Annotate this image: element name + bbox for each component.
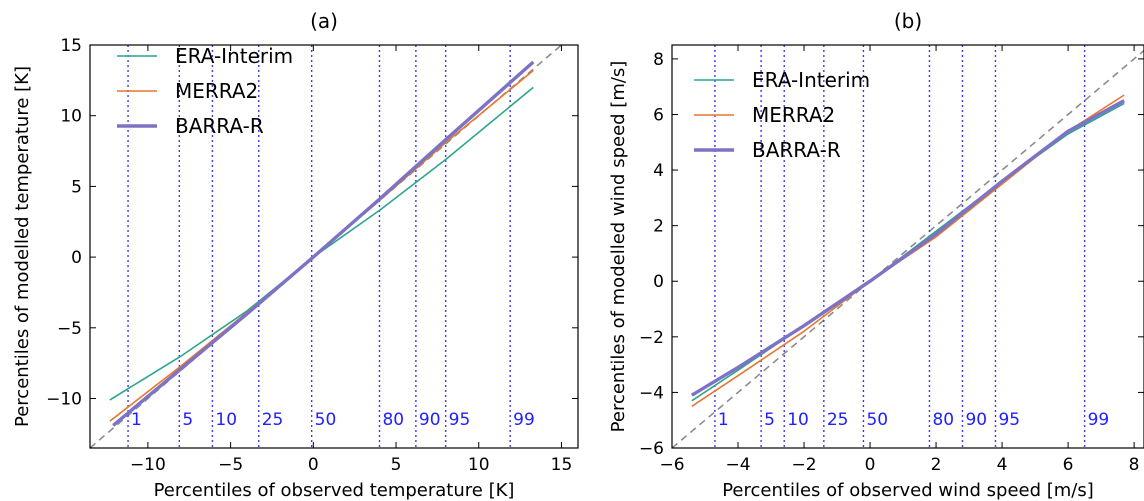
y-tick-label: 5 [71, 177, 82, 197]
x-tick-label: 8 [1129, 455, 1140, 475]
panel-a: (a)1 5 10 25 50 80 90 95 99−10 −5 0 5 10 15−10−505101… [12, 9, 579, 501]
x-tick-label: 10 [468, 455, 490, 475]
percentile-label: 1 [131, 410, 142, 430]
legend: ERA-Interim MERRA2 BARRA-R [117, 44, 293, 138]
plot-area [672, 45, 1144, 448]
percentile-label: 10 [215, 410, 237, 430]
y-tick-label: −4 [639, 383, 664, 403]
y-tick-label: −2 [639, 328, 664, 348]
y-tick-label: 10 [60, 107, 82, 127]
percentile-label: 1 [718, 410, 729, 430]
percentile-label: 5 [764, 410, 775, 430]
legend-label: ERA-Interim [752, 68, 870, 92]
axes-frame [89, 44, 579, 449]
y-tick-label: 6 [653, 105, 664, 125]
y-tick-label: 15 [60, 36, 82, 56]
percentile-label: 80 [382, 410, 404, 430]
y-tick-label: 4 [653, 161, 664, 181]
x-axis-label: Percentiles of observed temperature [K] [154, 480, 515, 501]
x-tick-label: 2 [931, 455, 942, 475]
panel-b: (b) 1 5 10 25 50 80 90 95 99 −6 −4 −2 0 2 4 6 8 −6 −4 −2 0 2 4 6… [608, 9, 1144, 501]
x-tick-label: −10 [130, 455, 166, 475]
y-tick-label: 0 [653, 272, 664, 292]
percentile-label: 99 [513, 410, 535, 430]
series-line-barra-r [112, 60, 535, 427]
y-axis-label: Percentiles of modelled temperature [K] [12, 66, 33, 427]
x-tick-label: 5 [391, 455, 402, 475]
x-axis-label: Percentiles of observed wind speed [m/s] [722, 480, 1094, 501]
y-tick-label: −5 [57, 319, 82, 339]
legend-label: BARRA-R [752, 138, 841, 162]
series-line-merra2 [109, 69, 534, 422]
percentile-label: 90 [965, 410, 987, 430]
legend-label: ERA-Interim [175, 44, 293, 68]
y-tick-label: −10 [46, 390, 82, 410]
axes-frame [671, 44, 1144, 449]
x-tick-label: −5 [218, 455, 243, 475]
plot-area [90, 45, 563, 448]
y-axis-label: Percentiles of modelled wind speed [m/s] [608, 61, 629, 433]
y-tick-label: 0 [71, 248, 82, 268]
x-tick-label: 6 [1063, 455, 1074, 475]
percentile-label: 80 [932, 410, 954, 430]
legend-label: MERRA2 [175, 79, 258, 103]
percentile-label: 95 [449, 410, 471, 430]
percentile-label: 10 [787, 410, 809, 430]
y-tick-label: 2 [653, 217, 664, 237]
x-tick-label: −2 [791, 455, 816, 475]
panel-label: (a) [310, 9, 338, 33]
x-tick-label: 0 [308, 455, 319, 475]
legend-label: BARRA-R [175, 114, 264, 138]
percentile-label: 90 [419, 410, 441, 430]
percentile-label: 50 [315, 410, 337, 430]
y-tick-label: 8 [653, 50, 664, 70]
y-tick-label: −6 [639, 439, 664, 459]
legend-label: MERRA2 [752, 103, 835, 127]
one-to-one-line [672, 49, 1144, 448]
legend: ERA-Interim MERRA2 BARRA-R [694, 68, 870, 162]
x-tick-label: −4 [725, 455, 750, 475]
series-line-barra-r [690, 99, 1126, 397]
percentile-label: 95 [998, 410, 1020, 430]
x-tick-label: 15 [551, 455, 573, 475]
percentile-label: 50 [866, 410, 888, 430]
x-tick-label: 0 [865, 455, 876, 475]
panel-label: (b) [894, 9, 922, 33]
series-line-era-interim [109, 86, 534, 401]
percentile-label: 5 [182, 410, 193, 430]
percentile-label: 99 [1088, 410, 1110, 430]
x-tick-label: −6 [659, 455, 684, 475]
percentile-label: 25 [262, 410, 284, 430]
x-tick-label: 4 [997, 455, 1008, 475]
percentile-label: 25 [827, 410, 849, 430]
